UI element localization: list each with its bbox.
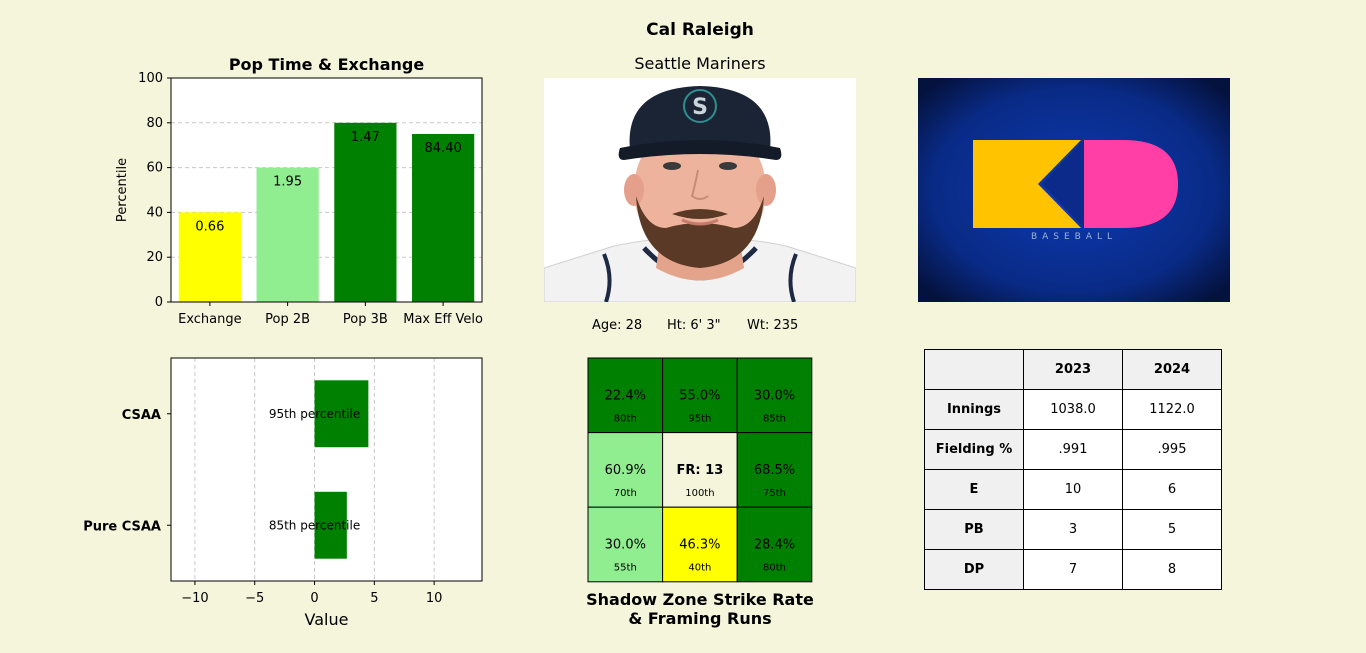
zone-cell — [662, 432, 738, 508]
table-cell: .991 — [1023, 429, 1123, 470]
x-tick-label: 5 — [370, 591, 378, 606]
row-label: Innings — [924, 389, 1024, 430]
svg-text:S: S — [692, 95, 708, 120]
chart-title: Pop Time & Exchange — [229, 55, 425, 74]
x-axis-label: Value — [305, 610, 349, 629]
zone-cell — [587, 506, 664, 583]
bar — [256, 167, 319, 302]
table-cell: 8 — [1122, 549, 1222, 590]
bar — [334, 122, 397, 302]
zone-cell-percentile: 70th — [614, 488, 637, 499]
plot-frame — [170, 77, 483, 303]
row-label: Fielding % — [924, 429, 1024, 470]
team-name: Seattle Mariners — [634, 54, 766, 73]
zone-cell-percentile: 95th — [688, 413, 711, 424]
table-header-cell: 2023 — [1023, 349, 1123, 390]
y-tick-label: Pure CSAA — [83, 519, 161, 534]
y-tick-label: CSAA — [122, 408, 161, 423]
zone-cell — [662, 357, 738, 434]
y-tick-label: 60 — [146, 161, 163, 176]
table-cell: 5 — [1122, 509, 1222, 550]
table-header-cell — [924, 349, 1024, 390]
table-row: Innings 1038.0 1122.0 — [924, 389, 1222, 430]
zone-cell-value: 46.3% — [679, 538, 720, 553]
zone-cell-value: 30.0% — [754, 388, 795, 403]
x-tick-label: Pop 3B — [343, 312, 388, 327]
y-tick-label: 40 — [146, 205, 163, 220]
zone-cell-percentile: 75th — [763, 488, 786, 499]
bar-value-label: 1.47 — [351, 130, 380, 145]
zone-cell-value: 60.9% — [605, 463, 646, 478]
zone-title-line2: & Framing Runs — [628, 609, 772, 628]
table-cell: 3 — [1023, 509, 1123, 550]
player-height: Ht: 6' 3" — [667, 318, 721, 333]
bar — [314, 491, 347, 559]
table-row: PB 3 5 — [924, 509, 1222, 550]
bar-value-label: 1.95 — [273, 175, 302, 190]
zone-cell-percentile: 55th — [614, 563, 637, 574]
zone-cell-percentile: 80th — [763, 563, 786, 574]
zone-cell-value: 68.5% — [754, 463, 795, 478]
y-axis-label: Percentile — [115, 158, 130, 222]
zone-cell-value: 30.0% — [605, 538, 646, 553]
zone-cell-percentile: 80th — [614, 413, 637, 424]
table-header-row: 2023 2024 — [924, 349, 1222, 390]
fielding-stats-table: 2023 2024 Innings 1038.0 1122.0 Fielding… — [924, 349, 1222, 590]
logo-subtitle: BASEBALL — [1031, 232, 1117, 242]
zone-cell-percentile: 85th — [763, 413, 786, 424]
zone-cell — [587, 357, 664, 434]
table-cell: 1038.0 — [1023, 389, 1123, 430]
bar — [314, 380, 369, 448]
table-cell: 7 — [1023, 549, 1123, 590]
table-cell: 1122.0 — [1122, 389, 1222, 430]
zone-cell-percentile: 100th — [685, 488, 714, 499]
table-cell: 6 — [1122, 469, 1222, 510]
table-row: E 10 6 — [924, 469, 1222, 510]
bar-value-label: 85th percentile — [269, 518, 360, 532]
bar-value-label: 95th percentile — [269, 407, 360, 421]
zone-cell-percentile: 40th — [688, 563, 711, 574]
x-tick-label: −5 — [245, 591, 264, 606]
player-name: Cal Raleigh — [646, 20, 754, 40]
table-cell: .995 — [1122, 429, 1222, 470]
zone-cell-value: FR: 13 — [677, 463, 724, 478]
table-cell: 10 — [1023, 469, 1123, 510]
x-tick-label: Pop 2B — [265, 312, 310, 327]
zone-title-line1: Shadow Zone Strike Rate — [586, 590, 814, 609]
zone-cell — [736, 506, 813, 583]
zone-cell-value: 22.4% — [605, 388, 646, 403]
bar-value-label: 84.40 — [425, 141, 462, 156]
row-label: DP — [924, 549, 1024, 590]
zone-title: Shadow Zone Strike Rate & Framing Runs — [544, 590, 856, 628]
kd-baseball-logo: BASEBALL — [918, 78, 1230, 302]
y-tick-label: 20 — [146, 250, 163, 265]
x-tick-label: Exchange — [178, 312, 242, 327]
y-tick-label: 100 — [138, 71, 163, 86]
row-label: E — [924, 469, 1024, 510]
x-tick-label: −10 — [181, 591, 208, 606]
table-row: Fielding % .991 .995 — [924, 429, 1222, 470]
zone-cell-value: 28.4% — [754, 538, 795, 553]
player-photo: S — [544, 78, 856, 302]
player-weight: Wt: 235 — [747, 318, 799, 333]
table-header-cell: 2024 — [1122, 349, 1222, 390]
x-tick-label: Max Eff Velo — [403, 312, 483, 327]
zone-cell-value: 55.0% — [679, 388, 720, 403]
bar — [178, 212, 241, 302]
bar-value-label: 0.66 — [195, 219, 224, 234]
row-label: PB — [924, 509, 1024, 550]
zone-cell — [736, 432, 813, 508]
pop-time-chart: 0 20 40 60 80 100 0.66 Exchange 1.95 Pop 2B 1.47 Po… — [115, 55, 483, 327]
plot-frame — [170, 357, 483, 582]
x-tick-label: 10 — [426, 591, 443, 606]
y-tick-label: 0 — [155, 295, 163, 310]
x-tick-label: 0 — [310, 591, 318, 606]
bar — [412, 134, 475, 302]
csaa-chart: −10 −5 0 5 10 95th percentile CSAA 85th percent… — [83, 357, 483, 629]
player-age: Age: 28 — [592, 318, 643, 333]
table-row: DP 7 8 — [924, 549, 1222, 590]
shadow-zone-grid: 22.4% 80th 55.0% 95th 30.0% 85th 60.9% 70th FR: … — [587, 357, 813, 583]
zone-cell — [662, 506, 738, 583]
y-tick-label: 80 — [146, 116, 163, 131]
